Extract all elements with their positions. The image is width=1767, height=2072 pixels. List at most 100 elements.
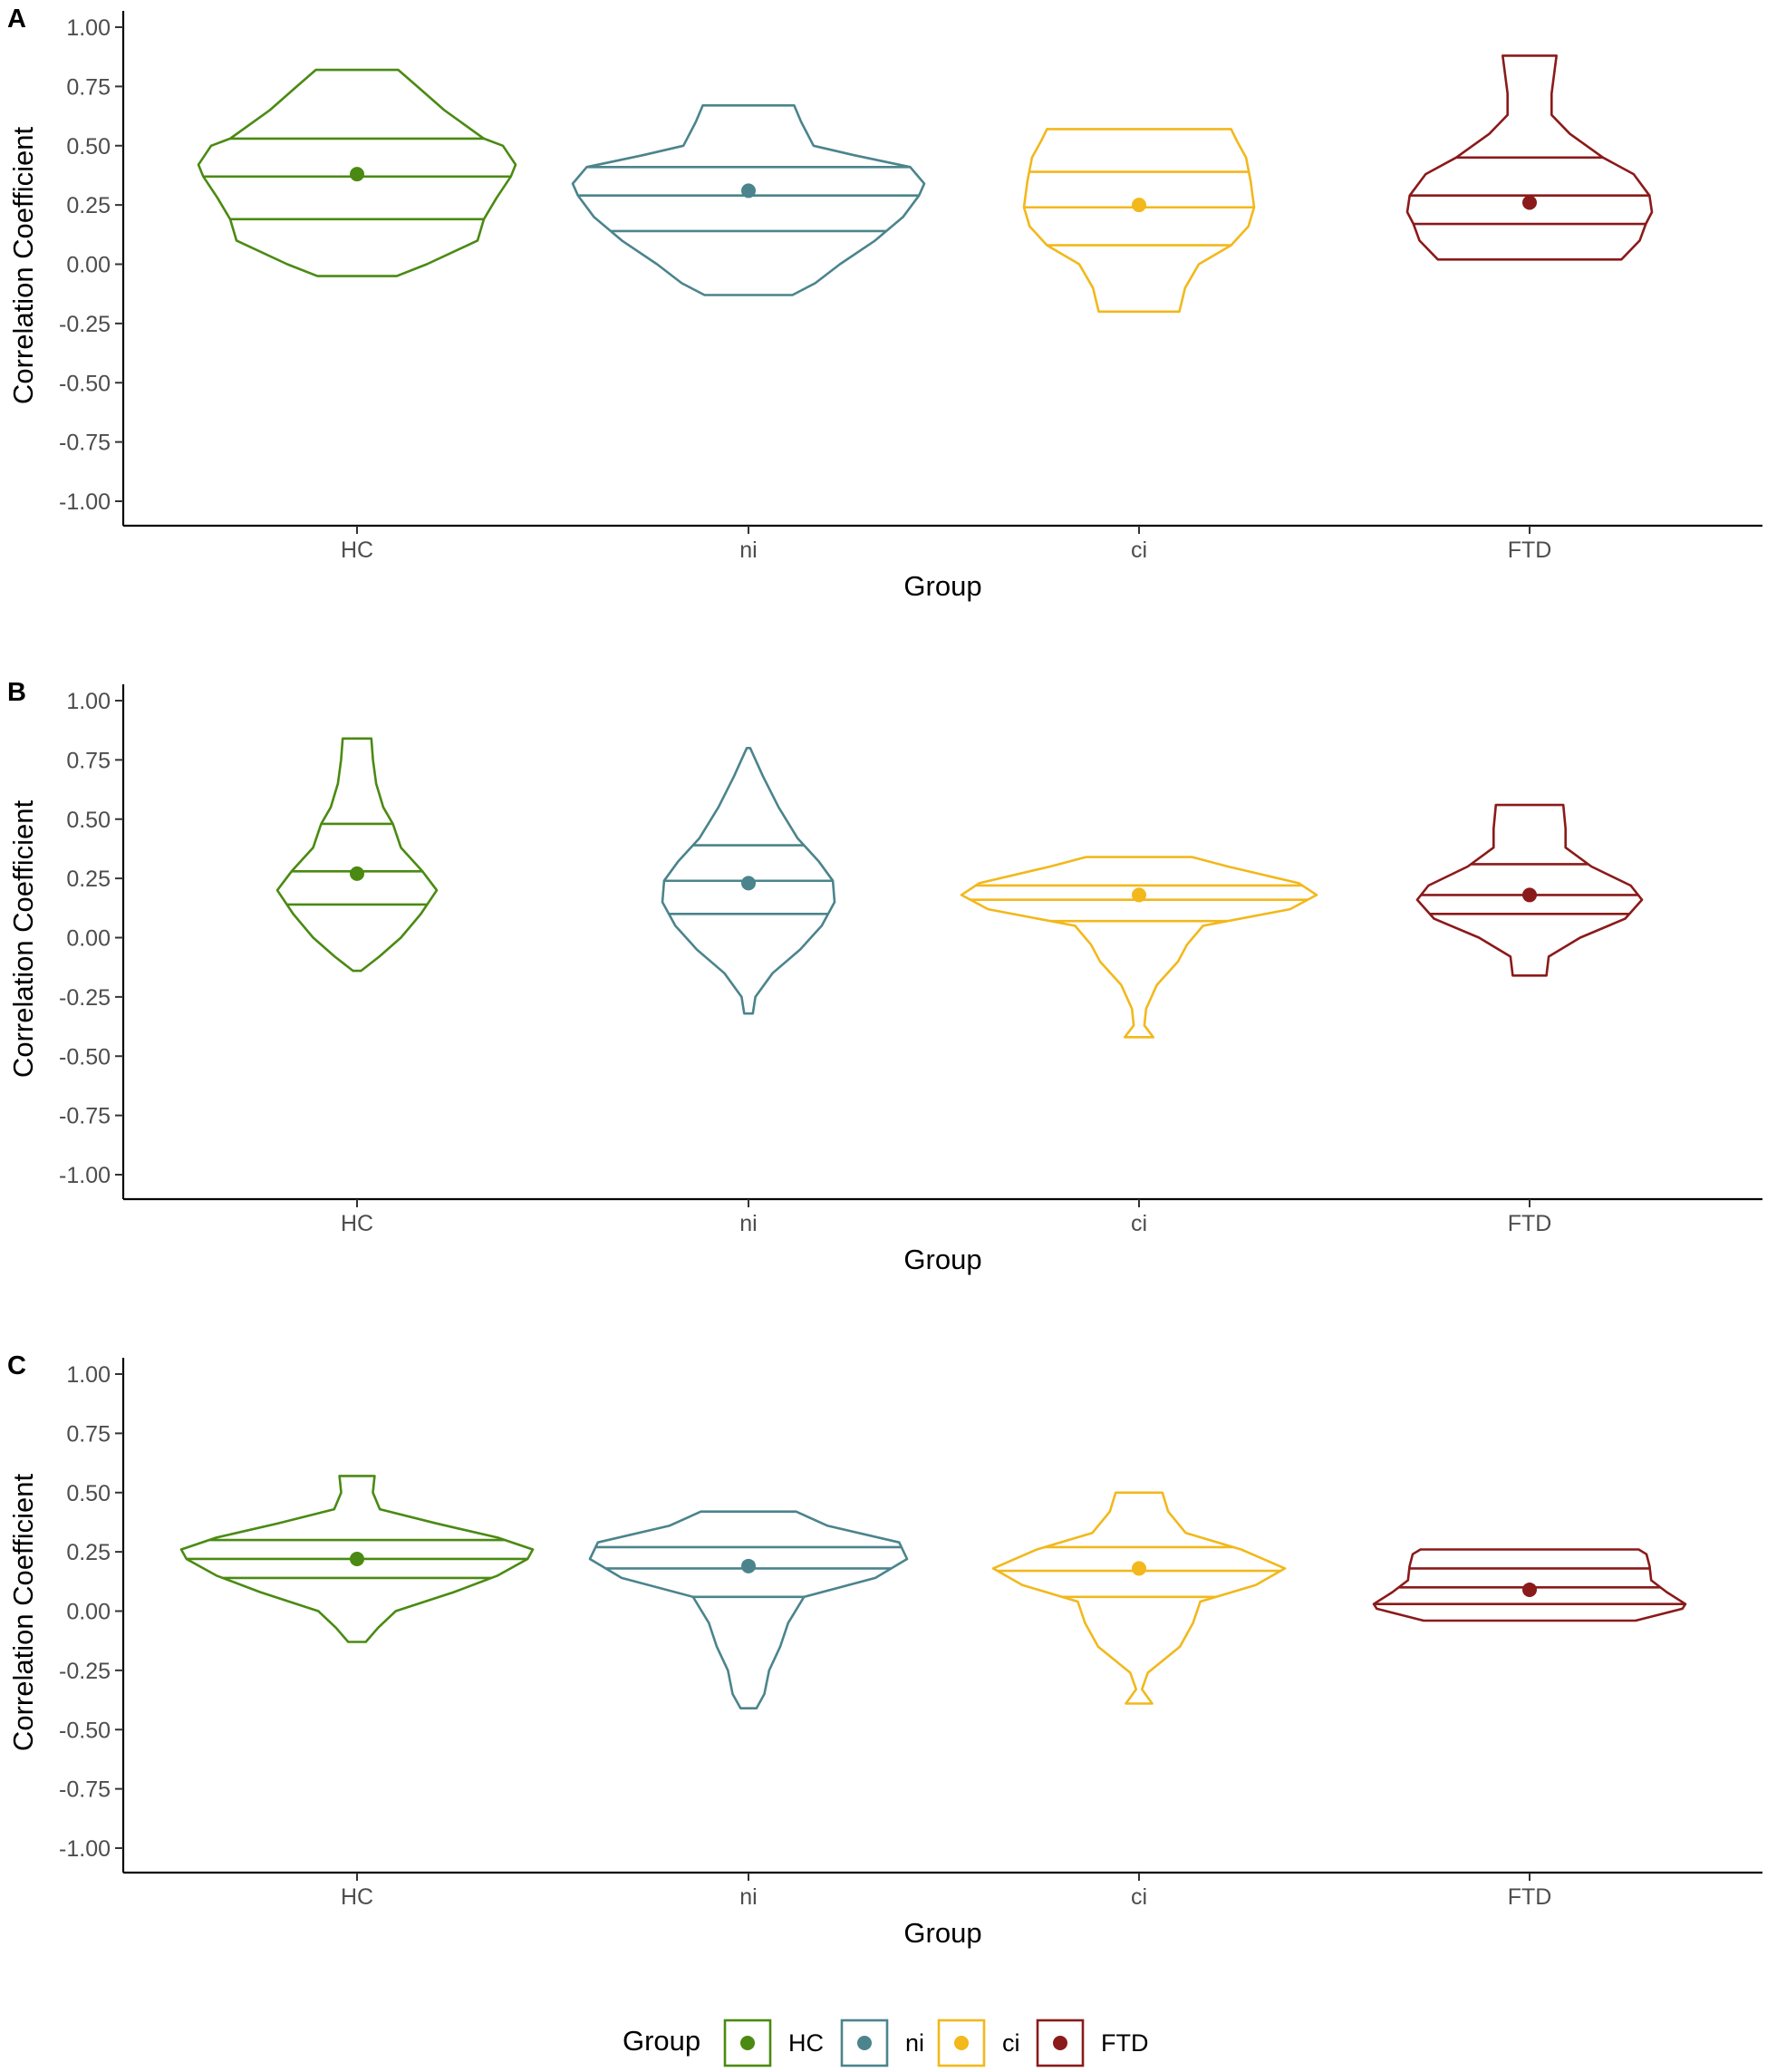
legend-title: Group — [623, 2025, 700, 2057]
x-tick-label: ni — [739, 1211, 757, 1236]
x-axis-title: Group — [903, 1244, 981, 1275]
violin-outline — [661, 747, 836, 1015]
y-tick-label: -1.00 — [59, 489, 111, 515]
violin-outline — [1372, 1548, 1687, 1622]
legend-label: ni — [905, 2029, 924, 2057]
x-tick-label: FTD — [1508, 1884, 1552, 1910]
violin-ci — [960, 856, 1318, 1039]
x-tick-label: ci — [1131, 1884, 1147, 1910]
violin-ci — [991, 1491, 1287, 1705]
y-tick-label: 0.50 — [66, 808, 111, 833]
legend-item-ni: ni — [840, 2019, 924, 2067]
mean-point — [350, 1551, 364, 1566]
panel-c: C 1.00 0.75 0.50 0.25 0.00 -0.25 -0.50 -0.75 -1.0… — [7, 1351, 1762, 1949]
panel-a: A 1.00 0.75 0.50 0.25 0.00 -0.25 -0.50 -0.75 -1.0… — [7, 5, 1762, 602]
y-tick-label: -1.00 — [59, 1163, 111, 1188]
mean-point — [1132, 1561, 1146, 1576]
mean-point — [1522, 887, 1537, 903]
y-axis-title: Correlation Coefficient — [7, 1474, 39, 1752]
mean-point — [1522, 195, 1537, 210]
legend-key — [937, 2019, 986, 2067]
panel-tag: B — [7, 678, 26, 707]
y-tick-label: -0.75 — [59, 431, 111, 456]
mean-point — [1132, 887, 1146, 903]
y-axis-title: Correlation Coefficient — [7, 800, 39, 1079]
x-tick-label: HC — [341, 1884, 373, 1910]
y-tick-label: -0.75 — [59, 1104, 111, 1129]
legend-label: ci — [1002, 2029, 1020, 2057]
x-tick-label: ci — [1131, 537, 1147, 563]
violin-hc — [179, 1475, 535, 1643]
x-axis-title: Group — [903, 1917, 981, 1949]
y-tick-label: 0.75 — [66, 748, 111, 773]
legend-key — [723, 2019, 772, 2067]
violin-outline — [571, 104, 926, 296]
mean-point — [1132, 198, 1146, 213]
y-tick-label: 0.50 — [66, 1481, 111, 1506]
y-tick-label: 0.25 — [66, 1540, 111, 1565]
x-tick-label: FTD — [1508, 1211, 1552, 1236]
violin-outline — [1415, 803, 1644, 977]
violin-outline — [960, 856, 1318, 1039]
violin-ftd — [1372, 1548, 1687, 1622]
legend-item-ci: ci — [937, 2019, 1020, 2067]
y-tick-label: 1.00 — [66, 15, 111, 41]
y-tick-label: -1.00 — [59, 1836, 111, 1862]
violin-ci — [1022, 128, 1256, 314]
violin-hc — [275, 737, 439, 973]
legend-item-hc: HC — [723, 2019, 824, 2067]
violin-ni — [588, 1510, 909, 1709]
legend-swatch — [1053, 2036, 1067, 2050]
y-tick-label: -0.75 — [59, 1777, 111, 1803]
x-tick-label: ni — [739, 537, 757, 563]
mean-point — [1522, 1582, 1537, 1597]
panel-tag: A — [7, 5, 26, 34]
violin-outline — [179, 1475, 535, 1643]
legend-label: FTD — [1101, 2029, 1148, 2057]
legend: Group HC ni ci FTD — [623, 2019, 1148, 2067]
violin-outline — [991, 1491, 1287, 1705]
x-tick-label: ci — [1131, 1211, 1147, 1236]
violin-outline — [588, 1510, 909, 1709]
y-tick-label: -0.50 — [59, 371, 111, 396]
x-tick-label: HC — [341, 1211, 373, 1236]
panel-b: B 1.00 0.75 0.50 0.25 0.00 -0.25 -0.50 -0.75 -1.0… — [7, 678, 1762, 1275]
y-tick-label: -0.50 — [59, 1044, 111, 1070]
x-tick-label: FTD — [1508, 537, 1552, 563]
violin-ftd — [1405, 54, 1654, 261]
y-tick-label: 0.75 — [66, 1421, 111, 1447]
y-tick-label: -0.25 — [59, 1659, 111, 1684]
violin-ftd — [1415, 803, 1644, 977]
violin-ni — [661, 747, 836, 1015]
y-tick-label: 0.50 — [66, 134, 111, 160]
x-tick-label: ni — [739, 1884, 757, 1910]
mean-point — [350, 866, 364, 881]
mean-point — [741, 183, 756, 198]
violin-outline — [275, 737, 439, 973]
mean-point — [741, 876, 756, 891]
legend-item-ftd: FTD — [1036, 2019, 1148, 2067]
legend-swatch — [857, 2036, 872, 2050]
y-tick-label: 1.00 — [66, 689, 111, 714]
panel-tag: C — [7, 1351, 26, 1380]
y-axis-title: Correlation Coefficient — [7, 127, 39, 405]
y-tick-label: 1.00 — [66, 1362, 111, 1388]
violin-hc — [197, 68, 517, 277]
mean-point — [741, 1558, 756, 1573]
violin-ni — [571, 104, 926, 296]
y-tick-label: 0.75 — [66, 74, 111, 100]
violin-outline — [1022, 128, 1256, 314]
y-tick-label: 0.25 — [66, 867, 111, 892]
legend-label: HC — [788, 2029, 824, 2057]
y-tick-label: 0.00 — [66, 253, 111, 278]
x-axis-title: Group — [903, 570, 981, 602]
y-tick-label: 0.00 — [66, 1600, 111, 1625]
y-tick-label: -0.25 — [59, 312, 111, 337]
y-tick-label: -0.50 — [59, 1718, 111, 1743]
y-tick-label: 0.00 — [66, 926, 111, 952]
y-tick-label: 0.25 — [66, 193, 111, 218]
x-tick-label: HC — [341, 537, 373, 563]
legend-swatch — [954, 2036, 969, 2050]
mean-point — [350, 167, 364, 182]
